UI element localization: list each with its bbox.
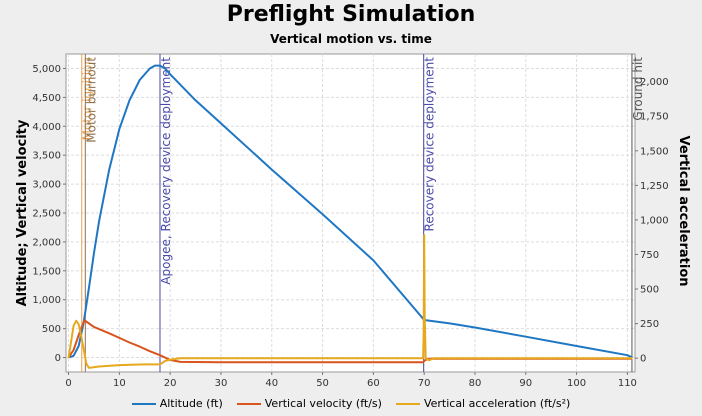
y-left-tick-label: 2,500 (32, 209, 61, 220)
y-left-tick-label: 1,000 (32, 295, 61, 306)
legend-item: Altitude (ft) (131, 397, 223, 410)
y-right-tick-label: 2,000 (640, 77, 669, 88)
x-tick-label: 30 (215, 378, 228, 389)
event-label: Recovery device deployment (423, 57, 437, 232)
x-tick-label: 0 (65, 378, 71, 389)
y-left-tick-label: 3,000 (32, 180, 61, 191)
y-right-tick-label: 250 (640, 319, 659, 330)
x-tick-label: 90 (519, 378, 532, 389)
x-tick-label: 10 (113, 378, 126, 389)
grid (66, 54, 635, 372)
y-left-tick-label: 500 (42, 324, 61, 335)
x-tick-label: 110 (618, 378, 637, 389)
chart-title: Preflight Simulation (226, 2, 476, 27)
x-tick-label: 40 (265, 378, 278, 389)
y-right-tick-label: 0 (640, 354, 646, 365)
y-axis-right-label: Vertical acceleration (676, 135, 691, 286)
y-right-tick-label: 1,750 (640, 112, 669, 123)
plot-area (65, 53, 636, 373)
legend-label: Vertical velocity (ft/s) (264, 397, 382, 410)
y-left-tick-label: 3,500 (32, 151, 61, 162)
y-axis-right: 0 250 500 750 1,000 1,250 1,500 1,750 2,000 (635, 77, 669, 365)
event-label: Apogee, Recovery device deployment (159, 57, 173, 285)
y-axis-left-label: Altitude; Vertical velocity (15, 119, 30, 306)
event-label: Motor ignition (81, 57, 95, 140)
legend-swatch (395, 402, 420, 405)
event-label: Ground hit (631, 57, 645, 121)
x-tick-label: 20 (164, 378, 177, 389)
y-right-tick-label: 500 (640, 285, 659, 296)
legend-label: Altitude (ft) (159, 397, 223, 410)
legend-item: Vertical velocity (ft/s) (236, 397, 382, 410)
series-group (67, 64, 633, 369)
y-left-tick-label: 1,500 (32, 266, 61, 277)
y-left-tick-label: 4,500 (32, 93, 61, 104)
chart-subtitle: Vertical motion vs. time (270, 32, 432, 46)
series-line (67, 319, 633, 364)
x-tick-label: 100 (567, 378, 586, 389)
y-left-tick-label: 0 (55, 353, 61, 364)
x-axis: 0 10 20 30 40 50 60 70 80 90 100 110 (65, 372, 637, 389)
legend: Altitude (ft) Vertical velocity (ft/s) Ver… (0, 397, 702, 410)
legend-swatch (131, 402, 156, 405)
x-tick-label: 60 (367, 378, 380, 389)
y-right-tick-label: 750 (640, 250, 659, 261)
y-left-tick-label: 4,000 (32, 122, 61, 133)
series-line (68, 64, 633, 359)
y-right-tick-label: 1,000 (640, 215, 669, 226)
x-tick-label: 80 (469, 378, 482, 389)
legend-label: Vertical acceleration (ft/s²) (423, 397, 571, 410)
x-tick-label: 50 (316, 378, 329, 389)
event-label: Motor burnout (84, 57, 98, 143)
y-left-tick-label: 2,000 (32, 237, 61, 248)
y-left-tick-label: 5,000 (32, 64, 61, 75)
y-right-tick-label: 1,500 (640, 146, 669, 157)
x-tick-label: 70 (418, 378, 431, 389)
y-right-tick-label: 1,250 (640, 181, 669, 192)
series-line (67, 234, 633, 369)
y-axis-left: 0 500 1,000 1,500 2,000 2,500 3,000 3,500 4,000 4… (32, 64, 66, 364)
legend-swatch (236, 402, 261, 405)
legend-item: Vertical acceleration (ft/s²) (395, 397, 571, 410)
